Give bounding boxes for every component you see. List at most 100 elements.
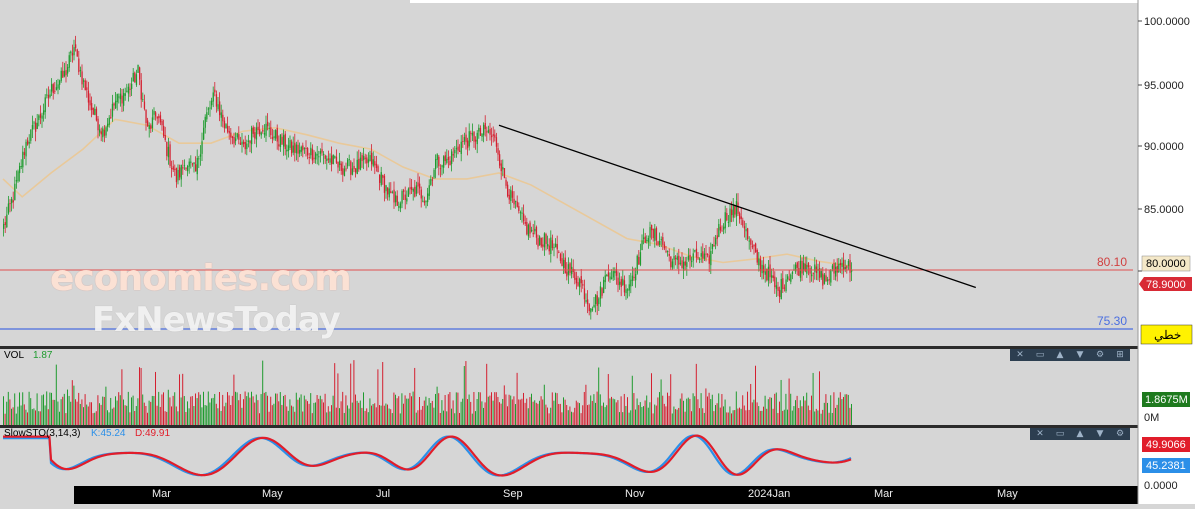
volume-bar bbox=[563, 397, 564, 425]
candle-body bbox=[30, 129, 32, 141]
volume-bar bbox=[534, 400, 536, 425]
arrow-up-icon[interactable]: ▲ bbox=[1076, 429, 1084, 439]
volume-bar bbox=[41, 395, 43, 425]
candle-body bbox=[193, 162, 195, 165]
volume-bar bbox=[83, 407, 84, 425]
settings-icon[interactable]: ⚙ bbox=[1095, 350, 1105, 360]
volume-bar bbox=[430, 403, 432, 425]
candle-body bbox=[820, 271, 822, 278]
time-label: Mar bbox=[874, 488, 893, 500]
candle-body bbox=[724, 212, 726, 229]
candle-body bbox=[364, 157, 366, 159]
expand-icon[interactable]: ⊞ bbox=[1116, 350, 1124, 360]
volume-bar bbox=[172, 395, 174, 425]
volume-bar bbox=[676, 409, 678, 425]
settings-icon[interactable]: ⚙ bbox=[1115, 429, 1125, 439]
volume-bar bbox=[494, 392, 496, 425]
candle-body bbox=[108, 117, 110, 125]
volume-bar bbox=[468, 394, 470, 425]
candle-body bbox=[398, 206, 400, 208]
stoch-axis-zero: 0.0000 bbox=[1144, 480, 1178, 492]
candle-body bbox=[598, 298, 600, 305]
volume-bar bbox=[502, 398, 504, 425]
volume-bar bbox=[262, 360, 264, 425]
volume-bar bbox=[775, 392, 777, 425]
volume-bar bbox=[513, 396, 515, 425]
volume-bar bbox=[731, 413, 732, 425]
candle-body bbox=[803, 262, 805, 271]
volume-bar bbox=[335, 407, 337, 425]
trendline-badge[interactable]: خطي bbox=[1140, 324, 1193, 345]
volume-bar bbox=[419, 397, 420, 425]
candle-body bbox=[75, 44, 77, 48]
candle-body bbox=[222, 114, 224, 122]
candle-body bbox=[318, 156, 320, 158]
volume-bar bbox=[246, 396, 248, 425]
volume-bar bbox=[241, 407, 243, 425]
arrow-down-icon[interactable]: ▼ bbox=[1096, 429, 1104, 439]
volume-bar bbox=[139, 367, 140, 425]
candle-body bbox=[209, 107, 211, 109]
volume-bar bbox=[489, 395, 491, 425]
volume-bar bbox=[799, 400, 801, 425]
close-icon[interactable]: ✕ bbox=[1036, 429, 1044, 439]
candle-body bbox=[126, 90, 128, 92]
volume-bar bbox=[286, 406, 288, 425]
volume-bar bbox=[697, 399, 699, 425]
candle-body bbox=[739, 213, 741, 220]
volume-bar bbox=[135, 406, 137, 425]
volume-bar bbox=[564, 399, 566, 425]
candle-body bbox=[391, 192, 394, 194]
volume-bar bbox=[358, 402, 360, 425]
candle-body bbox=[115, 100, 117, 109]
candle-body bbox=[123, 93, 125, 106]
volume-bar bbox=[163, 392, 164, 425]
volume-bar bbox=[209, 402, 211, 425]
volume-bar bbox=[692, 393, 694, 425]
window-icon[interactable]: ▭ bbox=[1035, 350, 1045, 360]
window-icon[interactable]: ▭ bbox=[1055, 429, 1065, 439]
candle-body bbox=[771, 275, 773, 278]
volume-bar bbox=[166, 411, 168, 425]
candle-body bbox=[295, 144, 298, 154]
candle-body bbox=[148, 125, 150, 129]
candle-body bbox=[395, 195, 397, 203]
volume-bar bbox=[849, 407, 851, 425]
candle-body bbox=[587, 299, 589, 305]
candle-body bbox=[503, 168, 506, 179]
volume-bar bbox=[582, 405, 584, 425]
volume-bar bbox=[636, 398, 638, 425]
candle-body bbox=[567, 264, 570, 275]
volume-bar bbox=[519, 399, 521, 425]
volume-bar bbox=[801, 406, 803, 425]
volume-bar bbox=[617, 400, 619, 425]
volume-bar bbox=[558, 403, 560, 425]
volume-bar bbox=[150, 401, 152, 425]
candle-body bbox=[12, 200, 14, 203]
candle-body bbox=[505, 179, 507, 186]
volume-bar bbox=[76, 401, 78, 425]
volume-bar bbox=[471, 413, 473, 425]
volume-bar bbox=[721, 394, 723, 425]
candle-body bbox=[494, 134, 496, 138]
volume-bar bbox=[323, 402, 324, 425]
candle-body bbox=[351, 168, 354, 175]
arrow-down-icon[interactable]: ▼ bbox=[1076, 350, 1084, 360]
arrow-up-icon[interactable]: ▲ bbox=[1056, 350, 1064, 360]
volume-bar bbox=[465, 361, 467, 425]
volume-bar bbox=[647, 407, 649, 425]
volume-bar bbox=[92, 413, 94, 425]
volume-bar bbox=[396, 398, 398, 425]
volume-bar bbox=[604, 407, 606, 425]
candle-body bbox=[743, 226, 746, 229]
close-icon[interactable]: ✕ bbox=[1016, 350, 1024, 360]
volume-bar bbox=[315, 402, 316, 425]
volume-bar bbox=[497, 396, 499, 425]
volume-bar bbox=[204, 405, 206, 425]
candle-body bbox=[390, 191, 392, 194]
volume-bar bbox=[198, 392, 200, 425]
trendline-badge-text: خطي bbox=[1154, 328, 1181, 342]
volume-bar bbox=[742, 395, 744, 425]
candle-body bbox=[311, 148, 314, 161]
